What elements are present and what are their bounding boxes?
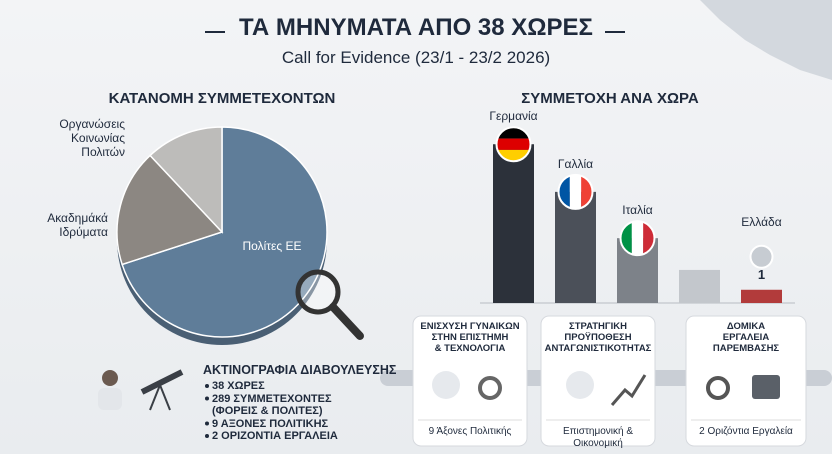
- x-tick-label: Γερμανία: [489, 109, 538, 124]
- summary-item: 289 ΣΥΜΜΕΤΕΧΟΝΤΕΣ (ΦΟΡΕΙΣ & ΠΟΛΙΤΕΣ): [212, 392, 332, 418]
- icon: [432, 371, 460, 399]
- chart-title: ΚΑΤΑΝΟΜΗ ΣΥΜΜΕΤΕΧΟΝΤΩΝ: [108, 90, 336, 107]
- value-label: 1: [757, 266, 766, 282]
- icon: [706, 376, 730, 400]
- slice-label: Οργανώσεις Κοινωνίας Πολιτών: [59, 117, 125, 159]
- flag-stripe: [643, 221, 655, 256]
- x-tick-label: Ελλάδα: [741, 214, 782, 229]
- card: [685, 315, 807, 447]
- flag: [496, 127, 531, 162]
- flag-stripe: [581, 174, 593, 209]
- icon: [752, 375, 780, 399]
- flag-stripe: [496, 127, 531, 139]
- flag-ring: [619, 220, 656, 257]
- cards: [412, 315, 807, 447]
- summary-title: ΑΚΤΙΝΟΓΡΑΦΙΑ ΔΙΑΒΟΥΛΕΥΣΗΣ: [203, 363, 397, 377]
- icon: [140, 369, 184, 395]
- summary-item: 2 ΟΡΙΖΟΝΤΙΑ ΕΡΓΑΛΕΙΑ: [212, 430, 338, 442]
- flag-stripe: [620, 221, 632, 256]
- slice-label: Ακαδημάκά Ιδρύματα: [47, 211, 108, 239]
- flag-stripe: [496, 138, 531, 150]
- bullet: [205, 384, 209, 388]
- card: [540, 315, 656, 447]
- slice-label: Πολίτες ΕΕ: [242, 239, 302, 253]
- flag-stripe: [569, 174, 582, 209]
- card-footer: 9 Άξονες Πολιτικής: [428, 426, 512, 437]
- bar: [493, 144, 534, 303]
- flag: [558, 174, 593, 209]
- bar: [555, 191, 596, 303]
- icon: [149, 384, 171, 411]
- icon: [566, 371, 594, 399]
- icon: [98, 388, 122, 410]
- card: [412, 315, 528, 447]
- person-icons: [98, 369, 184, 411]
- flag-stripe: [558, 174, 570, 209]
- bullet: [205, 421, 209, 426]
- flag-stripe: [631, 221, 644, 256]
- icon: [610, 374, 647, 406]
- card-title: ΣΤΡΑΤΗΓΙΚΗ ΠΡΟΫΠΟΘΕΣΗ ΑΝΤΑΓΩΝΙΣΤΙΚΟΤΗΤΑΣ: [544, 321, 652, 354]
- flag-stripe: [496, 149, 531, 162]
- pie-slice: [116, 154, 224, 266]
- bar: [679, 269, 720, 303]
- bullet: [205, 396, 209, 401]
- flag-ring: [495, 126, 532, 163]
- bullet: [205, 434, 209, 438]
- x-tick-label: Γαλλία: [557, 156, 594, 171]
- pie-slice: [121, 126, 328, 338]
- map-decoration: [700, 0, 832, 80]
- card-title: ΔΟΜΙΚΑ ΕΡΓΑΛΕΙΑ ΠΑΡΕΜΒΑΣΗΣ: [712, 321, 780, 354]
- card-footer: Επιστημονική & Οικονομική: [562, 426, 634, 449]
- icon: [102, 370, 118, 386]
- magnifier: [329, 303, 364, 340]
- card-title: ΕΝΙΣΧΥΣΗ ΓΥΝΑΙΚΩΝ ΣΤΗΝ ΕΠΙΣΤΗΜΗ & ΤΕΧΝΟΛ…: [420, 321, 520, 354]
- magnifier: [295, 269, 341, 315]
- icon: [478, 376, 502, 400]
- flag: [620, 221, 655, 256]
- bar: [741, 289, 782, 303]
- x-tick-label: Ιταλία: [622, 203, 653, 218]
- flag: [749, 244, 774, 269]
- title: ΤΑ ΜΗΝΥΜΑΤΑ ΑΠΟ 38 ΧΩΡΕΣ: [239, 14, 593, 41]
- subtitle: Call for Evidence (23/1 - 23/2 2026): [281, 48, 551, 67]
- pie-slice: [149, 126, 223, 234]
- summary-item: 9 ΑΞΟΝΕΣ ΠΟΛΙΤΙΚΗΣ: [212, 417, 329, 430]
- card-footer: 2 Οριζόντια Εργαλεία: [699, 426, 793, 437]
- flag-ring: [557, 173, 594, 210]
- chart-title: ΣΥΜΜΕΤΟΧΗ ΑΝΑ ΧΩΡΑ: [521, 90, 699, 107]
- summary-item: 38 ΧΩΡΕΣ: [212, 380, 265, 392]
